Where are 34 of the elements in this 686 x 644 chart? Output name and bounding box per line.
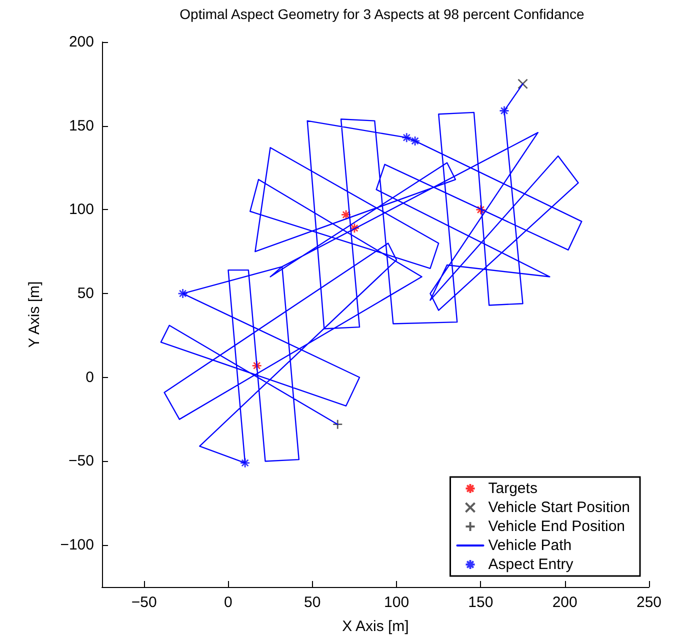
point: [178, 288, 188, 299]
x-tick-label: 50: [304, 594, 321, 611]
legend-label: Aspect Entry: [488, 556, 574, 573]
point: [332, 419, 343, 430]
y-tick-label: 100: [68, 201, 94, 218]
point: [475, 204, 486, 215]
x-tick-label: 0: [224, 594, 232, 611]
chart-title: Optimal Aspect Geometry for 3 Aspects at 98 percent Confidance: [180, 6, 585, 22]
y-tick-label: 150: [68, 117, 94, 134]
legend-label: Vehicle Path: [488, 537, 572, 554]
y-tick-label: 200: [68, 34, 94, 50]
y-tick-label: −50: [68, 452, 94, 470]
y-tick-label: −100: [60, 536, 94, 554]
point: [499, 106, 510, 116]
point: [518, 78, 528, 90]
y-tick-label: 0: [86, 368, 94, 386]
point: [252, 360, 262, 371]
x-tick-label: 150: [468, 594, 494, 611]
y-axis-title: Y Axis [m]: [26, 281, 43, 348]
x-tick-label: 250: [636, 594, 662, 611]
x-tick-label: −50: [131, 594, 157, 611]
legend-label: Vehicle Start Position: [488, 499, 630, 516]
y-tick-label: 50: [77, 285, 94, 302]
x-axis-title: X Axis [m]: [342, 618, 409, 635]
x-tick-label: 100: [384, 594, 410, 611]
legend-label: Vehicle End Position: [488, 518, 626, 535]
legend-label: Targets: [488, 480, 538, 497]
point: [240, 458, 250, 468]
line-series: [160, 83, 582, 464]
point: [401, 132, 412, 143]
point: [340, 210, 352, 220]
point: [349, 222, 360, 234]
x-tick-label: 200: [552, 594, 578, 611]
point: [410, 136, 420, 146]
